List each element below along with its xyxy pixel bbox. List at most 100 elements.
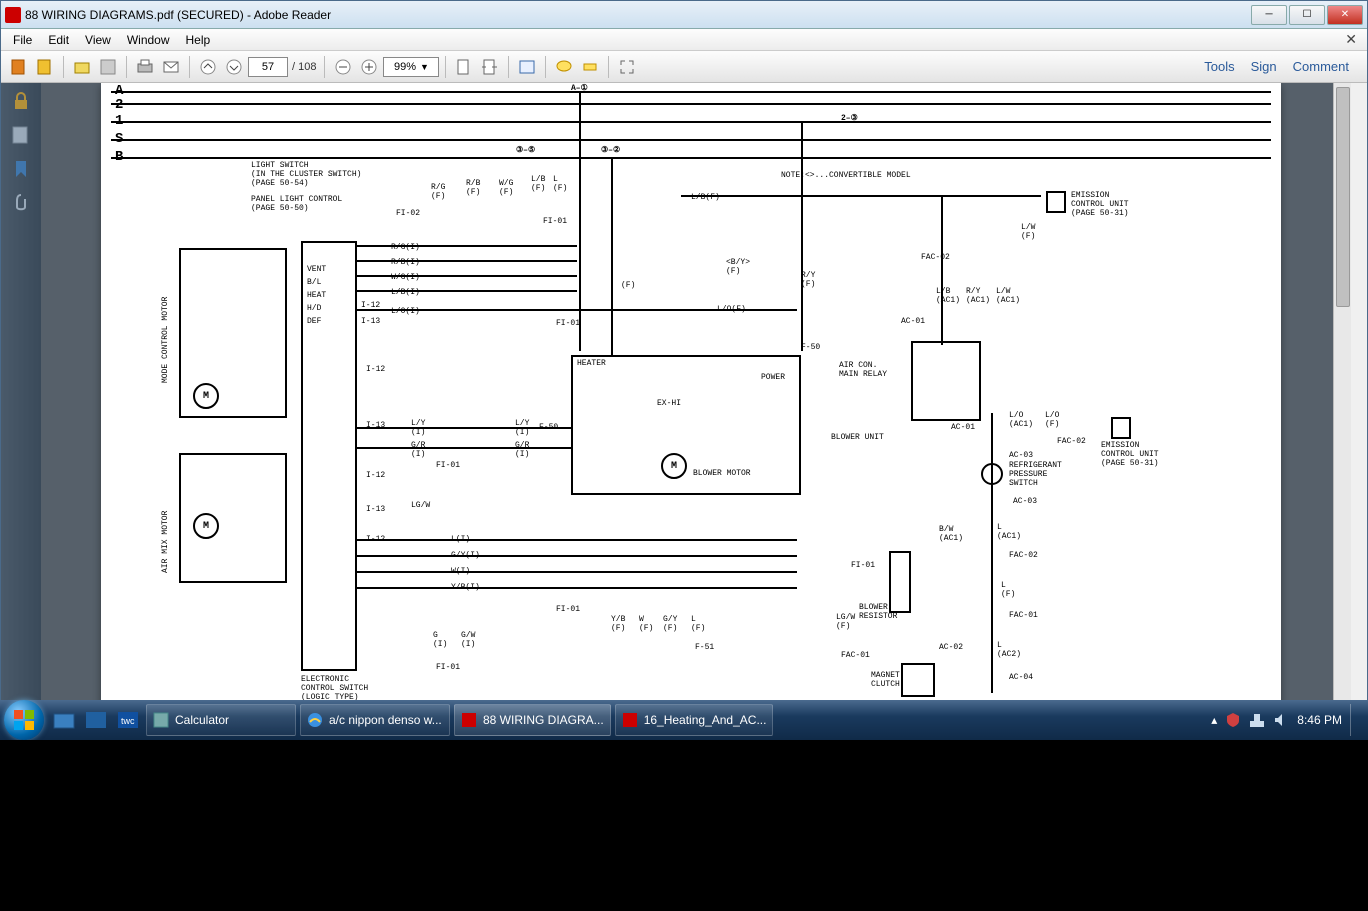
- power-label: POWER: [761, 373, 785, 382]
- zoom-value: 99%: [394, 61, 416, 73]
- menubar-close-icon[interactable]: ✕: [1339, 29, 1363, 50]
- c-fac01b: FAC-01: [841, 651, 870, 660]
- w-f: (F): [621, 281, 635, 290]
- maximize-button[interactable]: ☐: [1289, 5, 1325, 25]
- menu-edit[interactable]: Edit: [40, 31, 77, 49]
- wiring-diagram: A 2 1 S B A–① 2–③ ③–⑤ ③–② NOTE:<>...CONV…: [101, 83, 1281, 723]
- document-viewport[interactable]: A 2 1 S B A–① 2–③ ③–⑤ ③–② NOTE:<>...CONV…: [41, 83, 1351, 723]
- system-tray: ▴ 8:46 PM: [1211, 704, 1364, 736]
- w-lb-f: L/B (F): [531, 175, 545, 193]
- pinned-app1-icon[interactable]: [82, 706, 110, 734]
- blower-unit-label: BLOWER UNIT: [831, 433, 884, 442]
- blower-motor-label: BLOWER MOTOR: [693, 469, 751, 478]
- task-calculator[interactable]: Calculator: [146, 704, 296, 736]
- zoom-out-icon[interactable]: [331, 55, 355, 79]
- w-l-f: L (F): [553, 175, 567, 193]
- comment-link[interactable]: Comment: [1293, 59, 1349, 74]
- tray-chevron-icon[interactable]: ▴: [1211, 713, 1217, 727]
- pinned-explorer-icon[interactable]: [50, 706, 78, 734]
- menubar: File Edit View Window Help ✕: [1, 29, 1367, 51]
- print-icon[interactable]: [133, 55, 157, 79]
- zoom-level-select[interactable]: 99%▼: [383, 57, 439, 77]
- w-wg-f: W/G (F): [499, 179, 513, 197]
- ie-icon: [307, 712, 323, 728]
- c-fi01a: FI-01: [543, 217, 567, 226]
- open-icon[interactable]: [70, 55, 94, 79]
- vertical-scrollbar[interactable]: [1333, 83, 1351, 723]
- toolbar: / 108 99%▼ Tools Sign Comment: [1, 51, 1367, 83]
- fit-page-icon[interactable]: [452, 55, 476, 79]
- c-ac01a: AC-01: [901, 317, 925, 326]
- w-lgw-f: LG/W (F): [836, 613, 855, 631]
- c-f51: F-51: [695, 643, 714, 652]
- w-gr-i: G/R (I): [411, 441, 425, 459]
- scrollbar-thumb[interactable]: [1336, 87, 1350, 307]
- menu-file[interactable]: File: [5, 31, 40, 49]
- window-title: 88 WIRING DIAGRAMS.pdf (SECURED) - Adobe…: [25, 8, 1249, 22]
- lock-icon[interactable]: [11, 91, 31, 111]
- toolbar-sep: [445, 56, 446, 78]
- email-icon[interactable]: [159, 55, 183, 79]
- task-label: Calculator: [175, 713, 229, 727]
- close-button[interactable]: ✕: [1327, 5, 1363, 25]
- read-mode-icon[interactable]: [515, 55, 539, 79]
- start-button[interactable]: [4, 700, 44, 740]
- sign-link[interactable]: Sign: [1251, 59, 1277, 74]
- highlight-icon[interactable]: [578, 55, 602, 79]
- comment-bubble-icon[interactable]: [552, 55, 576, 79]
- tools-link[interactable]: Tools: [1204, 59, 1234, 74]
- ecs-label: ELECTRONIC CONTROL SWITCH (LOGIC TYPE): [301, 675, 368, 702]
- c-i12b: I-12: [366, 365, 385, 374]
- menu-window[interactable]: Window: [119, 31, 178, 49]
- c-fi01e: FI-01: [436, 663, 460, 672]
- export-pdf-icon[interactable]: [7, 55, 31, 79]
- page-number-input[interactable]: [248, 57, 288, 77]
- bus-label-2: 2: [115, 97, 123, 113]
- zoom-in-icon[interactable]: [357, 55, 381, 79]
- c-fi01f: FI-01: [851, 561, 875, 570]
- w-ry-f: R/Y (F): [801, 271, 815, 289]
- menu-view[interactable]: View: [77, 31, 119, 49]
- fit-width-icon[interactable]: [478, 55, 502, 79]
- toolbar-sep: [126, 56, 127, 78]
- task-ie[interactable]: a/c nippon denso w...: [300, 704, 450, 736]
- network-icon[interactable]: [1249, 712, 1265, 728]
- w-bw-ac1: B/W (AC1): [939, 525, 963, 543]
- pdf-icon: [461, 712, 477, 728]
- app-window: 88 WIRING DIAGRAMS.pdf (SECURED) - Adobe…: [0, 0, 1368, 740]
- shield-icon[interactable]: [1225, 712, 1241, 728]
- save-icon[interactable]: [96, 55, 120, 79]
- page-down-icon[interactable]: [222, 55, 246, 79]
- show-desktop-button[interactable]: [1350, 704, 1358, 736]
- attachments-icon[interactable]: [11, 193, 31, 213]
- page-up-icon[interactable]: [196, 55, 220, 79]
- taskbar: twc Calculator a/c nippon denso w... 88 …: [0, 700, 1368, 740]
- c-ac01b: AC-01: [951, 423, 975, 432]
- pinned-app2-icon[interactable]: twc: [114, 706, 142, 734]
- volume-icon[interactable]: [1273, 712, 1289, 728]
- clock[interactable]: 8:46 PM: [1297, 713, 1342, 727]
- task-reader-2[interactable]: 16_Heating_And_AC...: [615, 704, 774, 736]
- w-l-ac1-r: L (AC1): [997, 523, 1021, 541]
- w-lw-ac1: L/W (AC1): [996, 287, 1020, 305]
- mode-motor-label: MODE CONTROL MOTOR: [161, 297, 170, 383]
- c-fi01b: FI-01: [556, 319, 580, 328]
- w-g-i: G (I): [433, 631, 447, 649]
- c-ac04: AC-04: [1009, 673, 1033, 682]
- task-reader-active[interactable]: 88 WIRING DIAGRA...: [454, 704, 611, 736]
- page-total-label: / 108: [290, 61, 318, 73]
- thumbnails-icon[interactable]: [11, 125, 31, 145]
- below-screenshot-blank: [0, 740, 1368, 911]
- c-fac02c: FAC-02: [1009, 551, 1038, 560]
- titlebar: 88 WIRING DIAGRAMS.pdf (SECURED) - Adobe…: [1, 1, 1367, 29]
- w-lw-f: L/W (F): [1021, 223, 1035, 241]
- w-l-f3: L (F): [1001, 581, 1015, 599]
- w-rb-f: R/B (F): [466, 179, 480, 197]
- menu-help[interactable]: Help: [178, 31, 219, 49]
- bookmark-icon[interactable]: [11, 159, 31, 179]
- minimize-button[interactable]: ─: [1251, 5, 1287, 25]
- heater-label: HEATER: [577, 359, 606, 368]
- fullscreen-icon[interactable]: [615, 55, 639, 79]
- create-pdf-icon[interactable]: [33, 55, 57, 79]
- air-mix-label: AIR MIX MOTOR: [161, 511, 170, 573]
